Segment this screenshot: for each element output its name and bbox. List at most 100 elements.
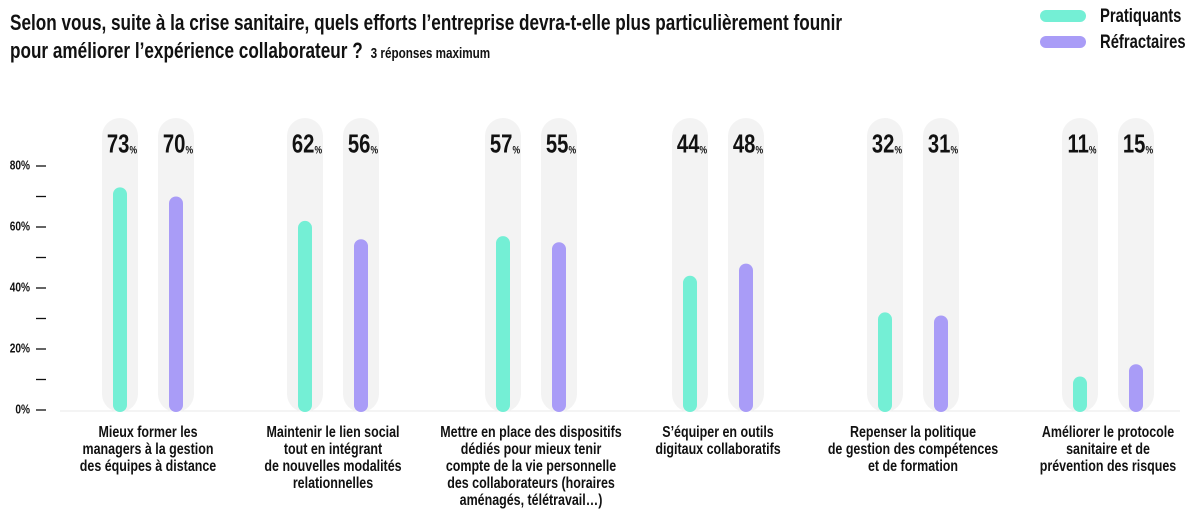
x-tick-label: Mieux former les <box>98 424 197 442</box>
x-tick-label: des collaborateurs (horaires <box>447 475 615 493</box>
value-label: 55% <box>546 129 576 158</box>
x-tick-label: relationnelles <box>293 475 373 493</box>
y-tick-label: 0% <box>15 402 30 416</box>
y-tick-label: 20% <box>10 341 31 355</box>
chart-title: pour améliorer l’expérience collaborateu… <box>10 39 363 64</box>
value-number: 48 <box>733 129 756 158</box>
y-tick-label-group: 0% <box>15 402 30 416</box>
value-unit: % <box>370 144 378 156</box>
value-label-group: 32% <box>872 129 902 158</box>
bar <box>878 312 892 412</box>
value-unit: % <box>894 144 902 156</box>
x-tick-label: Repenser la politique <box>850 424 976 442</box>
y-tick-label-group: 40% <box>10 280 31 294</box>
x-tick-label-group: et de formation <box>868 458 958 476</box>
value-number: 70 <box>163 129 186 158</box>
x-tick-label: Maintenir le lien social <box>267 424 400 442</box>
x-tick-label: de nouvelles modalités <box>264 458 401 476</box>
x-tick-label-group: tout en intégrant <box>284 441 383 459</box>
value-label: 15% <box>1123 129 1153 158</box>
x-tick-label: dédiés pour mieux tenir <box>461 441 602 459</box>
x-tick-label-group: digitaux collaboratifs <box>655 441 780 459</box>
x-tick-label-group: aménagés, télétravail…) <box>460 492 603 510</box>
x-tick-label: des équipes à distance <box>80 458 216 476</box>
bar <box>354 239 368 412</box>
value-number: 57 <box>490 129 513 158</box>
bar-track <box>672 118 708 412</box>
x-tick-label-group: Mieux former les <box>98 424 197 442</box>
value-unit: % <box>314 144 322 156</box>
value-unit: % <box>950 144 958 156</box>
value-label: 48% <box>733 129 763 158</box>
value-label-group: 62% <box>292 129 322 158</box>
bar <box>552 242 566 412</box>
x-tick-label: prévention des risques <box>1040 458 1176 476</box>
value-label: 31% <box>928 129 958 158</box>
x-tick-label: Mettre en place des dispositifs <box>440 424 621 442</box>
value-unit: % <box>699 144 707 156</box>
value-number: 15 <box>1123 129 1146 158</box>
x-tick-label-group: Améliorer le protocole <box>1042 424 1174 442</box>
x-tick-label: sanitaire et de <box>1066 441 1150 459</box>
value-label: 70% <box>163 129 193 158</box>
x-tick-label-group: S’équiper en outils <box>662 424 774 442</box>
value-label: 62% <box>292 129 322 158</box>
x-tick-label: S’équiper en outils <box>662 424 774 442</box>
x-tick-label-group: dédiés pour mieux tenir <box>461 441 602 459</box>
value-unit: % <box>568 144 576 156</box>
value-number: 56 <box>348 129 371 158</box>
bar <box>683 275 697 412</box>
y-tick-label-group: 60% <box>10 219 31 233</box>
value-label: 56% <box>348 129 378 158</box>
value-label-group: 56% <box>348 129 378 158</box>
value-number: 62 <box>292 129 315 158</box>
value-label-group: 73% <box>107 129 137 158</box>
y-tick-label-group: 80% <box>10 158 31 172</box>
x-tick-label: compte de la vie personnelle <box>446 458 616 476</box>
x-tick-label-group: de nouvelles modalités <box>264 458 401 476</box>
value-label-group: 57% <box>490 129 520 158</box>
x-tick-label-group: compte de la vie personnelle <box>446 458 616 476</box>
y-tick-label: 40% <box>10 280 31 294</box>
x-tick-label-group: Mettre en place des dispositifs <box>440 424 621 442</box>
value-unit: % <box>185 144 193 156</box>
x-tick-label: managers à la gestion <box>83 441 214 459</box>
x-tick-label-group: des collaborateurs (horaires <box>447 475 615 493</box>
value-unit: % <box>755 144 763 156</box>
x-tick-label: aménagés, télétravail…) <box>460 492 603 510</box>
legend-label-group: Réfractaires <box>1100 31 1186 52</box>
bar <box>496 236 510 412</box>
value-unit: % <box>1145 144 1153 156</box>
value-label-group: 15% <box>1123 129 1153 158</box>
x-tick-label-group: prévention des risques <box>1040 458 1176 476</box>
value-label-group: 55% <box>546 129 576 158</box>
value-label-group: 70% <box>163 129 193 158</box>
legend-swatch <box>1040 36 1086 48</box>
chart-subtitle-group: 3 réponses maximum <box>371 45 491 62</box>
x-tick-label: Améliorer le protocole <box>1042 424 1174 442</box>
legend-label: Pratiquants <box>1100 5 1181 26</box>
value-unit: % <box>1089 144 1097 156</box>
bar <box>739 263 753 412</box>
value-label: 44% <box>677 129 707 158</box>
value-number: 44 <box>677 129 700 158</box>
value-number: 11 <box>1067 129 1088 158</box>
x-tick-label: et de formation <box>868 458 958 476</box>
value-label: 32% <box>872 129 902 158</box>
value-number: 32 <box>872 129 895 158</box>
bar-track <box>867 118 903 412</box>
x-tick-label-group: relationnelles <box>293 475 373 493</box>
bar <box>298 220 312 412</box>
x-tick-label: tout en intégrant <box>284 441 383 459</box>
x-tick-label: de gestion des compétences <box>828 441 998 459</box>
y-tick-label-group: 20% <box>10 341 31 355</box>
value-number: 31 <box>928 129 951 158</box>
chart-title-group: Selon vous, suite à la crise sanitaire, … <box>10 11 842 36</box>
bar-track <box>923 118 959 412</box>
value-label-group: 48% <box>733 129 763 158</box>
x-tick-label-group: sanitaire et de <box>1066 441 1150 459</box>
x-tick-label-group: managers à la gestion <box>83 441 214 459</box>
legend-swatch <box>1040 10 1086 22</box>
value-number: 55 <box>546 129 569 158</box>
